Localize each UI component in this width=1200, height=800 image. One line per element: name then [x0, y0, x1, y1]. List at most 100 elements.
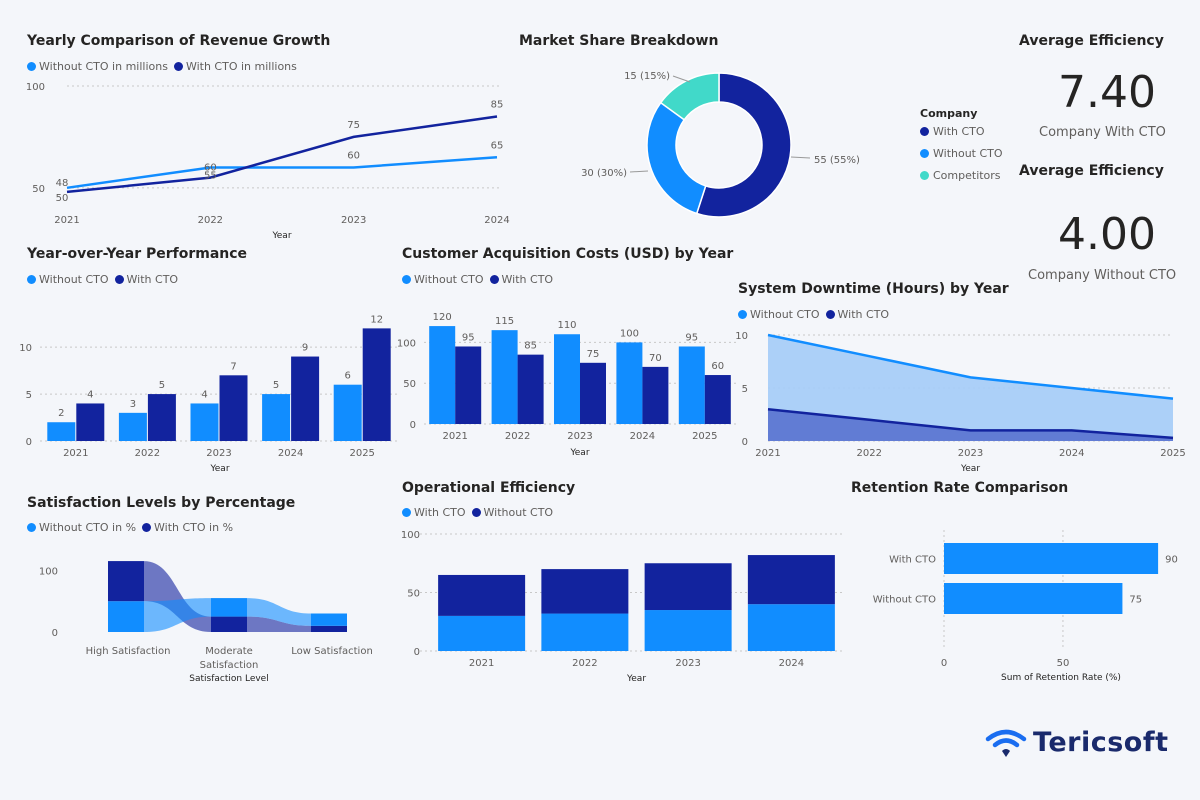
data-label: 3	[130, 399, 136, 410]
bar-0-0	[429, 326, 456, 424]
leader-line	[672, 75, 691, 83]
x-tick-label: Satisfaction	[200, 660, 259, 671]
pie-slice-0	[695, 72, 792, 218]
legend-dot-icon	[27, 275, 36, 284]
legend-label: Without CTO in %	[39, 521, 137, 534]
legend-label: Without CTO	[414, 273, 484, 286]
y-tick-label: 0	[414, 647, 420, 658]
bar-1-4	[362, 328, 391, 441]
legend-label: With CTO	[837, 308, 890, 321]
y-tick-label: 5	[742, 384, 748, 395]
x-axis-title: Sum of Retention Rate (%)	[1001, 673, 1121, 683]
area-fill-0	[768, 335, 1173, 441]
bar-0-0	[47, 422, 76, 441]
x-tick-label: 2025	[1160, 448, 1185, 459]
kpi-title-1: Average Efficiency	[1019, 33, 1164, 49]
data-label: 5	[159, 380, 165, 391]
data-label: 85	[524, 341, 537, 352]
y-tick-label: 50	[403, 379, 416, 390]
legend-dot-icon	[142, 523, 152, 532]
data-label: 115	[495, 316, 514, 327]
x-tick-label: 2021	[442, 431, 467, 442]
satisfaction-legend: Without CTO in % With CTO in %	[27, 521, 233, 534]
x-tick-label: 2024	[630, 431, 655, 442]
data-label: 4	[201, 389, 207, 400]
stack-bar-1-1	[541, 569, 629, 614]
wifi-logo-icon	[985, 729, 1027, 757]
pie-data-label: 30 (30%)	[581, 168, 627, 179]
data-label: 120	[433, 312, 452, 323]
revenue-legend: Without CTO in millions With CTO in mill…	[27, 60, 297, 73]
x-tick-label: 2022	[505, 431, 530, 442]
yoy-title: Year-over-Year Performance	[27, 246, 248, 262]
stack-bar-1-0	[438, 574, 526, 616]
x-axis-title: Year	[626, 674, 646, 684]
bar-1-3	[642, 366, 669, 424]
ribbon-flow	[247, 598, 311, 626]
legend-label: Without CTO	[933, 147, 1003, 160]
data-label: 65	[491, 140, 504, 151]
data-label: 7	[230, 361, 236, 372]
operational-legend: With CTO Without CTO	[402, 506, 553, 519]
bar-0-4	[333, 384, 362, 441]
x-tick-label: 2021	[469, 658, 494, 669]
x-tick-label: 2024	[278, 448, 303, 459]
legend-label: With CTO	[501, 273, 554, 286]
x-tick-label: 0	[941, 658, 947, 669]
legend-label: Competitors	[933, 169, 1001, 182]
x-tick-label: 2022	[857, 448, 882, 459]
data-label: 60	[204, 162, 217, 173]
bar-1-2	[219, 375, 248, 441]
legend-dot-with-icon	[173, 62, 183, 71]
legend-label: With CTO in %	[154, 521, 234, 534]
downtime-title: System Downtime (Hours) by Year	[738, 281, 1009, 297]
yoy-legend: Without CTO With CTO	[27, 273, 178, 286]
data-label: 75	[1129, 595, 1142, 606]
legend-label: With CTO	[414, 506, 466, 519]
x-tick-label: 2025	[349, 448, 374, 459]
satisfaction-title: Satisfaction Levels by Percentage	[27, 495, 296, 511]
legend-label: With CTO in millions	[185, 60, 297, 73]
bar-1-0	[455, 346, 482, 424]
data-label: 60	[711, 361, 724, 372]
retention-title: Retention Rate Comparison	[851, 480, 1069, 496]
ribbon-bar-2-0	[311, 625, 347, 632]
legend-dot-icon	[920, 171, 929, 180]
legend-dot-icon	[738, 310, 747, 319]
y-tick-label: With CTO	[889, 555, 936, 566]
x-tick-label: 2022	[135, 448, 160, 459]
market-title: Market Share Breakdown	[519, 33, 719, 49]
data-label: 75	[347, 120, 360, 131]
stack-bar-0-2	[644, 610, 732, 651]
ribbon-flow	[247, 616, 311, 632]
pie-slice-1	[646, 101, 707, 215]
data-label: 50	[56, 193, 69, 204]
legend-dot-icon	[471, 508, 481, 517]
brand-name: Tericsoft	[1033, 727, 1169, 758]
bar-1-1	[147, 394, 176, 441]
x-tick-label: 2023	[958, 448, 983, 459]
bar-0-1	[491, 330, 518, 424]
hbar-1	[944, 583, 1123, 614]
area-line-0	[767, 333, 1174, 400]
x-tick-label: High Satisfaction	[86, 646, 171, 657]
legend-dot-icon	[27, 523, 36, 532]
x-tick-label: Low Satisfaction	[291, 646, 373, 657]
data-label: 5	[273, 380, 279, 391]
bar-0-3	[262, 394, 291, 441]
y-tick-label: 10	[735, 331, 748, 342]
bar-1-3	[291, 356, 320, 441]
data-label: 48	[56, 178, 69, 189]
x-tick-label: 50	[1057, 658, 1070, 669]
legend-label: Without CTO in millions	[39, 60, 168, 73]
kpi-label-1: Company With CTO	[1039, 125, 1166, 140]
brand-logo: Tericsoft	[985, 727, 1169, 758]
y-tick-label: 50	[32, 184, 45, 195]
legend-label: Without CTO	[39, 273, 109, 286]
ribbon-bar-0-0	[108, 601, 144, 632]
x-tick-label: 2023	[675, 658, 700, 669]
y-tick-label: 5	[26, 390, 32, 401]
bar-0-2	[190, 403, 219, 441]
legend-dot-without-icon	[27, 62, 36, 71]
pie-slice-2	[659, 72, 720, 121]
